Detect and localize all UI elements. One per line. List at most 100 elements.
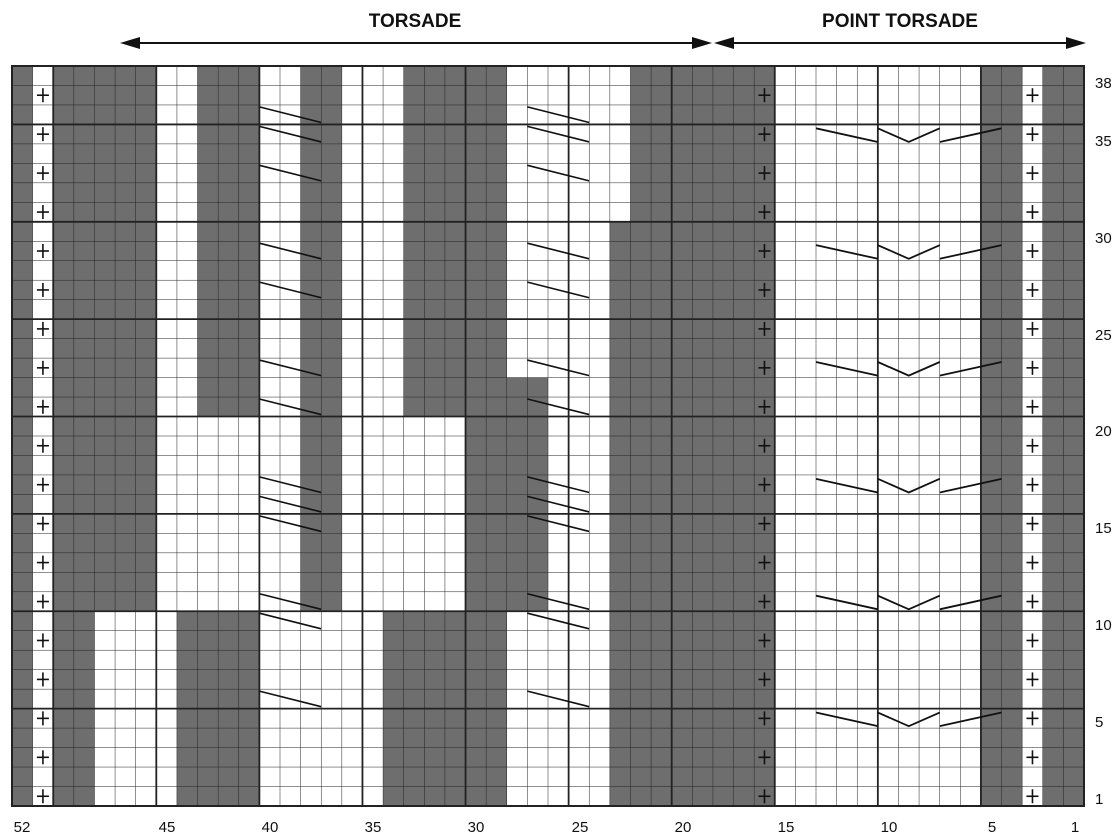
- row-label-1: 1: [1095, 791, 1103, 808]
- cable-purl-area: [712, 338, 734, 359]
- cable-purl-area: [403, 202, 466, 222]
- cable-purl-area: [197, 163, 260, 183]
- cable-purl-area: [94, 552, 157, 573]
- cable-purl-area: [609, 669, 672, 690]
- stitch-label-40: 40: [262, 819, 279, 836]
- cable-crossing-mark: [527, 125, 590, 143]
- point-crossing-mark: [877, 244, 941, 260]
- cable-purl-area: [609, 689, 672, 709]
- cable-crossing-mark: [259, 612, 322, 630]
- cable-purl-area: [712, 552, 734, 573]
- point-crossing-mark: [815, 127, 879, 143]
- cable-purl-area: [712, 182, 734, 203]
- cable-purl-area: [403, 182, 466, 203]
- cable-purl-area: [403, 338, 466, 359]
- cable-purl-area: [712, 708, 734, 729]
- cable-purl-area: [712, 202, 734, 222]
- stitch-chart: [11, 65, 1085, 807]
- cable-purl-area: [197, 143, 260, 164]
- cable-purl-area: [403, 124, 466, 144]
- cable-crossing-mark: [527, 495, 590, 513]
- row-number-axis: 1 5 10 15 20 25 30 35 38: [1095, 75, 1112, 808]
- row-label-15: 15: [1095, 520, 1112, 537]
- cable-purl-area: [94, 416, 157, 436]
- point-crossing-mark: [939, 127, 1002, 143]
- cable-crossing-mark: [527, 398, 590, 416]
- cable-purl-area: [94, 221, 157, 242]
- cable-purl-area: [197, 319, 260, 339]
- cable-purl-area: [197, 182, 260, 203]
- cable-purl-area: [403, 280, 466, 300]
- cable-purl-area: [197, 124, 260, 144]
- cable-purl-area: [94, 280, 157, 300]
- stitch-label-1: 1: [1071, 819, 1079, 836]
- cable-purl-area: [712, 260, 734, 281]
- cable-purl-area: [94, 494, 157, 514]
- cable-purl-area: [712, 143, 734, 164]
- cable-purl-area: [403, 358, 466, 378]
- cable-purl-area: [403, 143, 466, 164]
- row-label-10: 10: [1095, 617, 1112, 634]
- cable-purl-area: [197, 85, 260, 105]
- cable-crossing-mark: [527, 592, 590, 611]
- cable-purl-area: [94, 474, 157, 495]
- cable-purl-area: [712, 358, 734, 378]
- cable-purl-area: [403, 377, 466, 398]
- cable-purl-area: [94, 513, 157, 534]
- cable-purl-area: [609, 611, 672, 631]
- cable-purl-area: [403, 241, 466, 261]
- row-label-38: 38: [1095, 75, 1112, 92]
- cable-purl-area: [94, 85, 157, 105]
- cable-purl-area: [94, 319, 157, 339]
- cable-purl-area: [94, 182, 157, 203]
- point-crossing-mark: [939, 711, 1002, 728]
- cable-crossing-mark: [527, 164, 590, 182]
- point-crossing-mark: [815, 361, 879, 377]
- cable-purl-area: [609, 708, 672, 729]
- cable-purl-area: [609, 650, 672, 670]
- cable-purl-area: [712, 494, 734, 514]
- cable-purl-area: [403, 163, 466, 183]
- cable-purl-area: [609, 767, 672, 787]
- cable-purl-area: [712, 767, 734, 787]
- cable-purl-area: [712, 163, 734, 183]
- cable-purl-area: [197, 358, 260, 378]
- cable-purl-area: [94, 377, 157, 398]
- cable-purl-area: [94, 591, 157, 612]
- cable-purl-area: [712, 221, 734, 242]
- cable-purl-area: [403, 104, 466, 125]
- cable-purl-area: [712, 474, 734, 495]
- cable-purl-area: [712, 280, 734, 300]
- cable-purl-area: [403, 299, 466, 320]
- cable-purl-area: [712, 124, 734, 144]
- cable-purl-area: [712, 377, 734, 398]
- cable-purl-area: [712, 319, 734, 339]
- row-label-25: 25: [1095, 327, 1112, 344]
- cable-purl-area: [712, 66, 734, 86]
- cable-purl-area: [609, 786, 672, 806]
- cable-purl-area: [712, 669, 734, 690]
- point-crossing-mark: [815, 711, 879, 728]
- cable-purl-area: [94, 143, 157, 164]
- cable-purl-area: [712, 747, 734, 768]
- point-crossing-mark: [815, 477, 879, 494]
- cable-purl-area: [712, 591, 734, 612]
- cable-purl-area: [94, 397, 157, 417]
- cable-purl-area: [94, 66, 157, 86]
- cable-purl-area: [197, 397, 260, 417]
- cable-purl-area: [94, 104, 157, 125]
- point-crossing-mark: [877, 594, 941, 611]
- cable-purl-area: [197, 377, 260, 398]
- cable-crossing-mark: [259, 515, 322, 533]
- cable-purl-area: [712, 397, 734, 417]
- cable-purl-area: [197, 241, 260, 261]
- cable-purl-area: [94, 202, 157, 222]
- cable-crossing-mark: [259, 476, 322, 494]
- cable-purl-area: [94, 241, 157, 261]
- cable-purl-area: [403, 319, 466, 339]
- point-crossing-mark: [815, 594, 879, 611]
- cable-purl-area: [609, 747, 672, 768]
- cable-purl-area: [403, 221, 466, 242]
- cable-crossing-mark: [527, 690, 590, 708]
